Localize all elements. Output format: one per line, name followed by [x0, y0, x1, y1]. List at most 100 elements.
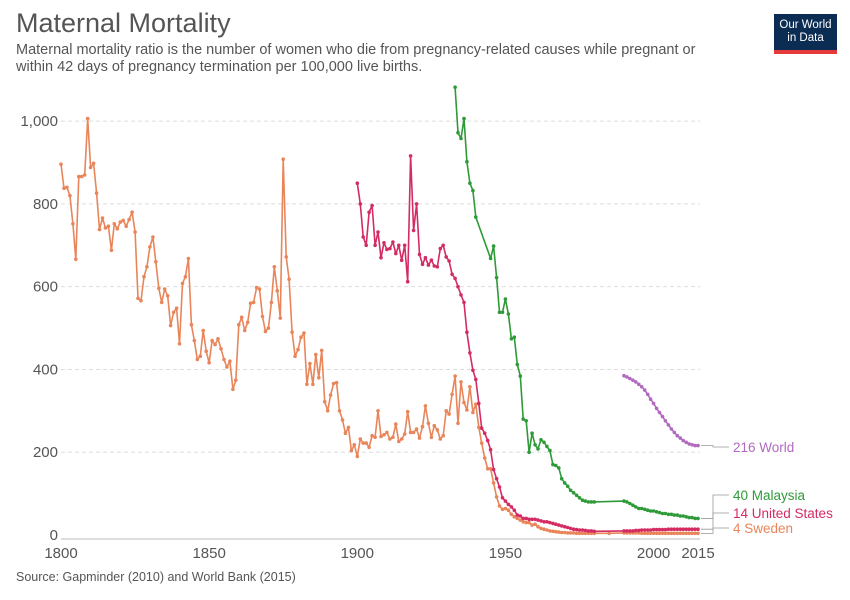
data-point — [441, 243, 446, 248]
data-point — [370, 203, 374, 208]
data-point — [109, 248, 114, 252]
data-point — [201, 328, 205, 333]
data-point — [468, 351, 472, 355]
data-point — [328, 393, 333, 397]
data-point — [648, 509, 653, 513]
data-point — [355, 454, 360, 459]
data-point — [290, 330, 294, 335]
data-point — [115, 226, 120, 231]
data-point — [444, 409, 449, 413]
data-point — [438, 246, 443, 251]
data-point — [355, 181, 360, 185]
data-point — [660, 511, 665, 516]
source-note[interactable]: Source: Gapminder (2010) and World Bank … — [16, 570, 296, 584]
data-point — [411, 430, 416, 435]
data-point — [625, 529, 629, 533]
data-point — [568, 526, 573, 531]
data-point — [287, 277, 291, 282]
data-point — [148, 245, 152, 249]
data-point — [690, 515, 694, 520]
data-point — [628, 501, 632, 506]
data-point — [263, 329, 268, 334]
data-point — [459, 380, 463, 384]
data-point — [429, 258, 434, 263]
data-point — [414, 427, 419, 431]
data-point — [62, 186, 66, 190]
data-point — [352, 443, 357, 447]
data-point — [488, 447, 493, 452]
data-point — [281, 157, 286, 161]
data-point — [675, 527, 680, 531]
data-point — [376, 409, 380, 413]
data-point — [311, 382, 315, 387]
data-point — [651, 531, 656, 536]
data-point — [660, 531, 665, 536]
data-point — [441, 433, 446, 438]
chart-title: Maternal Mortality — [16, 8, 231, 38]
series-malaysia — [453, 85, 700, 521]
data-point — [539, 519, 543, 523]
data-point — [88, 165, 93, 170]
data-point — [548, 520, 552, 525]
y-tick-label: 200 — [33, 444, 58, 461]
data-point — [471, 410, 475, 415]
data-point — [242, 328, 247, 333]
data-point — [657, 510, 662, 515]
data-point — [225, 365, 229, 369]
data-point — [521, 516, 525, 521]
data-point — [331, 381, 336, 386]
series-sweden — [59, 116, 700, 536]
data-point — [574, 527, 579, 532]
data-point — [77, 174, 81, 179]
data-point — [518, 374, 523, 378]
data-point — [583, 499, 588, 503]
owid-logo[interactable]: Our World in Data — [774, 14, 837, 54]
data-point — [645, 531, 650, 536]
data-point — [385, 430, 389, 435]
data-point — [213, 342, 217, 347]
data-point — [491, 481, 496, 485]
data-point — [494, 275, 499, 280]
data-point — [675, 513, 680, 517]
data-point — [580, 528, 585, 532]
data-point — [456, 284, 460, 289]
data-point — [509, 512, 514, 517]
data-point — [506, 312, 511, 316]
x-tick-label: 1800 — [44, 545, 77, 562]
data-point — [663, 527, 668, 532]
data-point — [399, 258, 404, 263]
data-point — [438, 437, 443, 441]
data-point — [551, 529, 555, 534]
data-point — [639, 506, 644, 511]
data-point — [557, 523, 561, 527]
data-point — [435, 428, 440, 432]
data-point — [678, 531, 683, 536]
data-point — [675, 531, 680, 536]
data-point — [545, 528, 549, 532]
data-point — [681, 438, 685, 443]
series-layer — [59, 85, 700, 536]
data-point — [592, 500, 597, 504]
data-point — [462, 116, 466, 121]
data-point — [571, 531, 576, 535]
data-point — [639, 528, 644, 532]
data-point — [444, 255, 449, 259]
data-point — [423, 255, 428, 260]
data-point — [468, 181, 472, 185]
data-point — [272, 265, 277, 269]
data-point — [565, 484, 570, 489]
logo-line-1: Our World — [779, 19, 832, 31]
data-point — [648, 397, 653, 402]
data-point — [571, 527, 576, 531]
data-point — [269, 300, 274, 305]
data-point — [379, 255, 383, 260]
data-point — [165, 294, 170, 298]
data-point — [681, 531, 685, 536]
data-point — [536, 524, 540, 529]
data-point — [568, 488, 573, 493]
data-point — [571, 491, 576, 495]
data-point — [349, 448, 354, 453]
label-leader — [701, 512, 729, 530]
data-point — [373, 243, 377, 248]
data-point — [216, 337, 220, 341]
